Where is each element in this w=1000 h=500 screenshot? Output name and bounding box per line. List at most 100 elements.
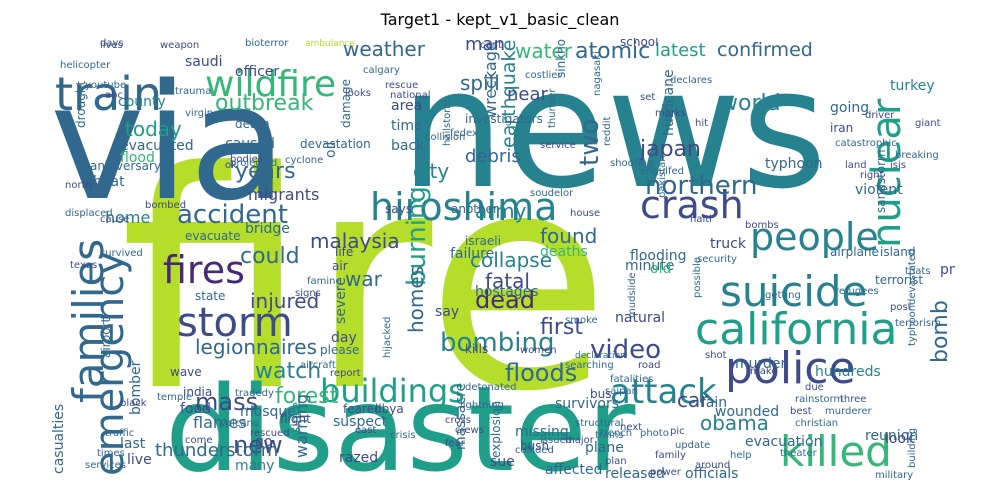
word-wreckage: wreckage [481,41,500,118]
word-army: army [475,199,527,223]
word-minute: minute [625,258,674,274]
word-today: today [125,117,182,141]
word-shooting: shooting [610,158,653,169]
word-lives: lives [100,40,123,51]
word-isis: isis [890,160,906,171]
word-another: another [451,202,498,216]
word-abc: abc [105,90,123,101]
word-rainstorm: rainstorm [795,394,843,405]
word-since: since [289,402,303,433]
word-evacuate: evacuate [185,229,240,243]
word-officer: officer [235,64,279,80]
word-go: go [255,434,272,450]
word-rain: rain [700,395,727,411]
word-trains: trains [595,430,624,441]
word-fedex: fedex [450,128,478,139]
word-times: times [97,448,125,459]
word-fires: fires [163,248,245,292]
word-report: report [330,368,361,379]
word-east: east [355,425,376,436]
word-issued: issued [540,435,572,446]
word-buildings: buildings [320,372,465,410]
word-wounded: wounded [715,404,779,420]
word-around: around [695,460,730,471]
word-declaration: declaration [575,351,626,361]
word-northern: northern [645,171,757,201]
word-man: man [465,38,505,55]
word-costlier: costlier [525,70,562,81]
word-storm: storm [177,300,293,346]
word-drought: drought [74,81,88,128]
word-fatalities: fatalities [610,374,653,385]
word-sue: sue [490,454,515,470]
word-bomb: bomb [928,300,953,363]
word-attack: attack [610,372,717,412]
word-mass: mass [195,388,258,416]
word-weather: weather [343,38,426,61]
word-cloud: fire news via disaster train wildfire families… [45,38,955,482]
word-severe: severe [333,277,349,324]
word-nagasaki: nagasaki [592,51,603,96]
word-help: help [730,450,752,461]
word-latest: latest [655,40,706,61]
word-plane: plane [585,440,624,456]
word-years: years [235,159,296,184]
word-famine: famine [307,276,342,287]
word-forest: forest [275,384,339,409]
word-bombed: bombed [145,200,186,211]
word-bodies: bodies [230,154,263,165]
word-confirmed: confirmed [717,39,813,61]
word-turkey: turkey [890,78,935,94]
word-japan: japan [639,137,701,162]
word-hostages: hostages [475,284,539,300]
word-natural: natural [615,310,665,326]
word-anniversary: anniversary [90,159,161,173]
word-hiroshima: hiroshima [370,185,557,229]
word-earthquake: earthquake [498,40,520,148]
word-crews: crews [455,425,484,436]
word-security: security [697,254,737,265]
word-displaced: displaced [65,208,113,219]
word-area: area [391,98,422,114]
word-dead: dead [475,286,535,314]
word-live: live [127,452,152,468]
word-crash: crash [640,183,744,227]
word-found: found [540,224,597,248]
word-two: two [575,119,605,166]
word-families: families [64,239,113,403]
word-nuclear: nuclear [864,98,910,248]
word-trench: trench [600,428,632,439]
word-caused: caused [225,136,275,152]
word-texas: texas [70,260,97,271]
word-migrants: migrants [248,185,319,204]
word-affected: affected [545,462,603,478]
word-train: train [55,67,162,121]
word-tragedy: tragedy [235,388,274,399]
word-house: house [570,208,600,219]
word-legionnaires: legionnaires [195,335,317,359]
word-typhoon: typhoon [765,156,823,172]
word-outbreak: outbreak [215,91,314,116]
word-deaths: deaths [540,244,588,260]
word-bombing: bombing [440,328,554,358]
word-detonated: detonated [465,382,516,393]
word-feared: feared [343,402,382,416]
word-theater: theater [780,448,818,459]
word-missing: missing [515,424,569,440]
word-rescue: rescue [385,80,418,91]
word-explosion: explosion [489,401,503,458]
word-airport: airport [99,317,113,358]
word-cause: cause [100,214,129,225]
word-cant: cant [480,40,502,51]
word-killed: killed [780,427,892,476]
word-bridge: bridge [245,221,290,237]
word-mosque: mosque [240,404,296,420]
word-cyclone: cyclone [285,155,323,166]
word-casualties: casualties [51,404,67,474]
word-trauma: trauma [175,86,211,97]
word-israeli: israeli [465,234,501,248]
word-collision: collision [425,132,465,143]
word-traffic: traffic [105,428,134,439]
word-weapon: weapon [160,40,199,51]
